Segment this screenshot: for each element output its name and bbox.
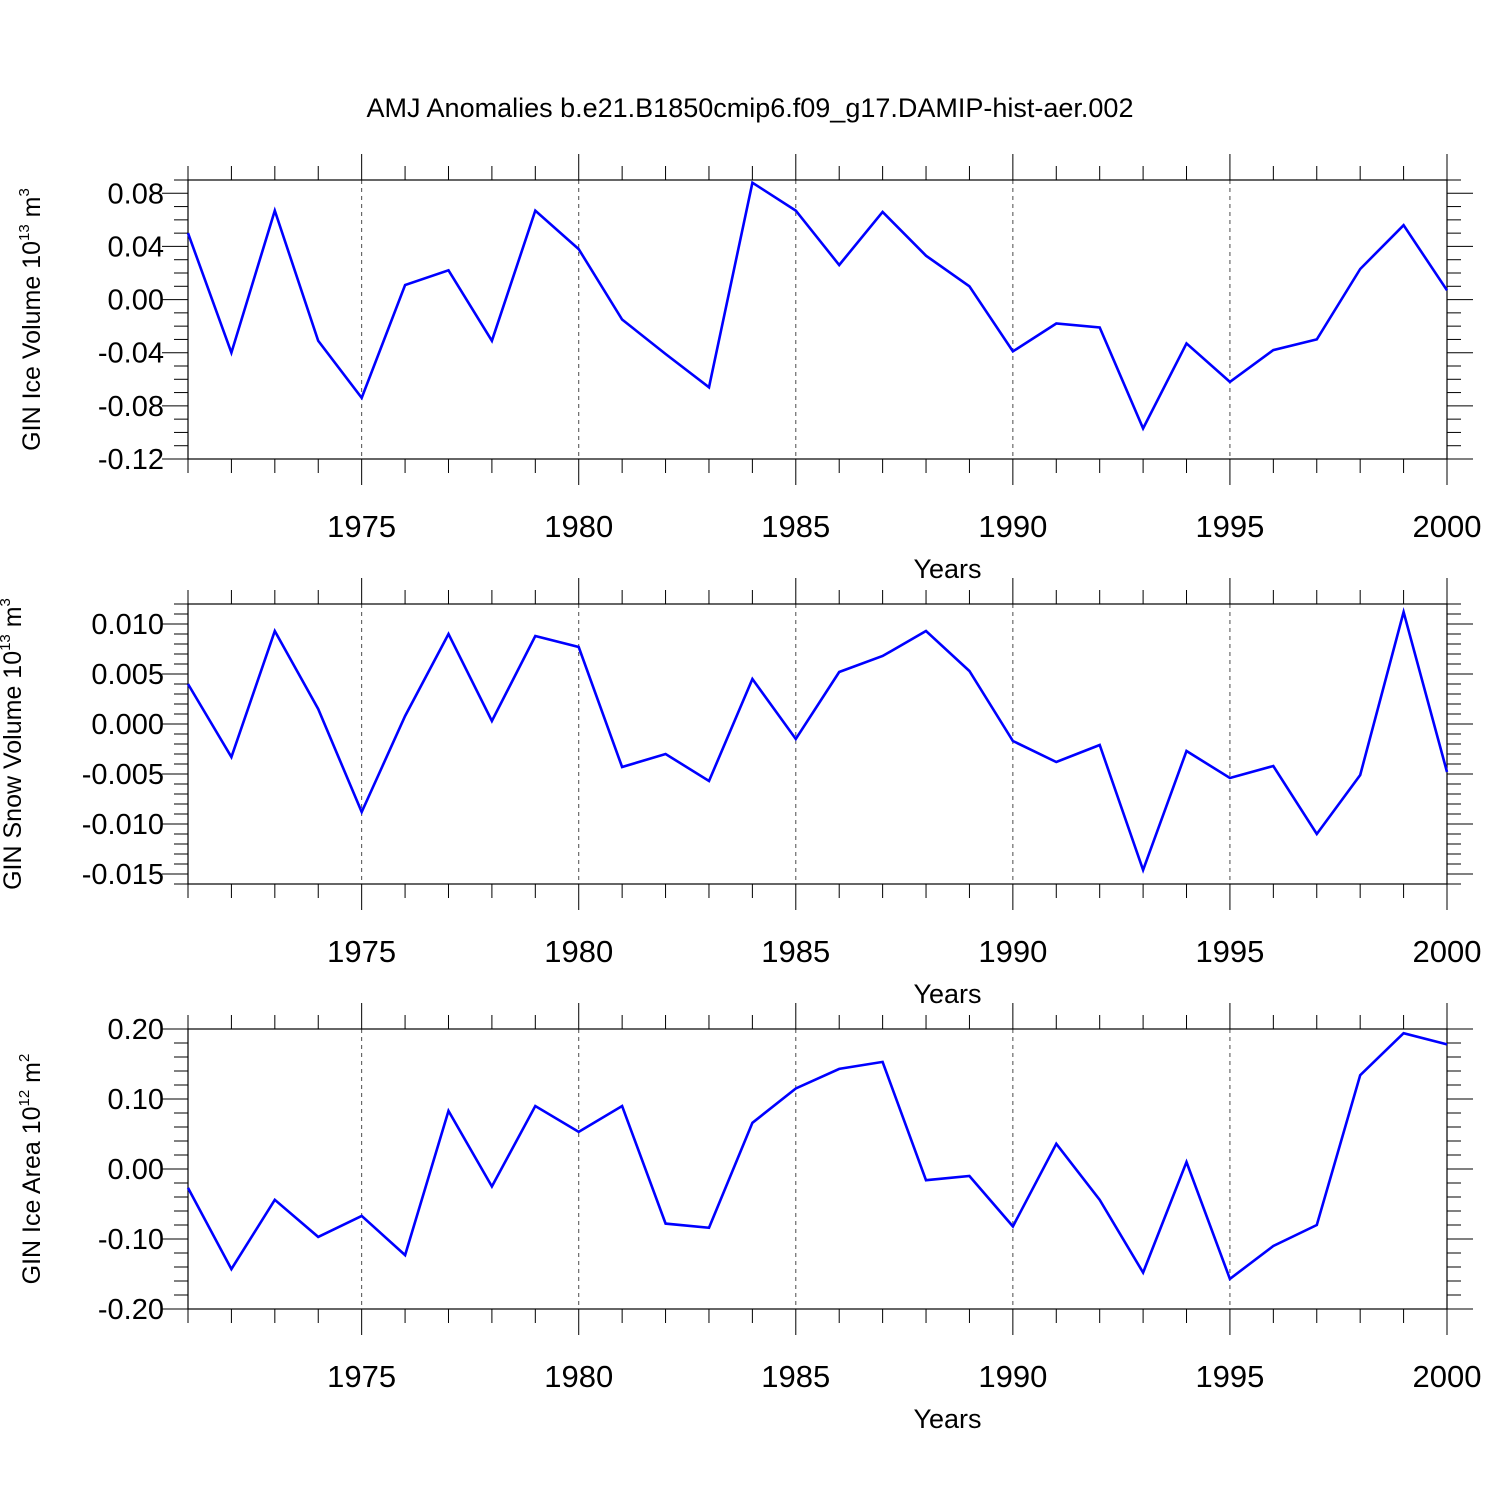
y-tick-label: -0.08 xyxy=(98,391,164,423)
series-line-1 xyxy=(186,606,1449,874)
x-tick-label: 1990 xyxy=(978,509,1047,544)
plot-frame xyxy=(187,1028,1448,1310)
y-axis-title: GIN Snow Volume 1013 m3 xyxy=(0,598,27,890)
x-tick-label: 1990 xyxy=(978,934,1047,969)
y-tick-label: 0.000 xyxy=(91,709,164,741)
panel-3: 1975 1980 1985 1990 1995 2000 -0.20 -0.10 0.00 0.… xyxy=(16,1003,1481,1434)
y-tick-label: 0.005 xyxy=(91,659,164,691)
x-axis-title: Years xyxy=(913,554,981,584)
x-tick-label: 1995 xyxy=(1195,934,1264,969)
x-tick-label: 2000 xyxy=(1413,1359,1482,1394)
plot-frame xyxy=(187,179,1448,460)
y-tick-label: 0.04 xyxy=(108,231,164,263)
x-tick-label: 1980 xyxy=(544,934,613,969)
y-tick-label: -0.12 xyxy=(98,444,164,476)
y-tick-label: 0.00 xyxy=(108,1154,164,1186)
x-axis-title: Years xyxy=(913,979,981,1009)
y-tick-label: 0.20 xyxy=(108,1014,164,1046)
x-tick-label: 1975 xyxy=(327,509,396,544)
x-tick-label: 1980 xyxy=(544,509,613,544)
x-tick-label: 1990 xyxy=(978,1359,1047,1394)
x-tick-label: 1995 xyxy=(1195,509,1264,544)
x-axis-title: Years xyxy=(913,1404,981,1434)
x-tick-label: 2000 xyxy=(1413,509,1482,544)
x-tick-label: 2000 xyxy=(1413,934,1482,969)
series-line-1 xyxy=(186,180,1449,432)
y-axis-title: GIN Ice Volume 1013 m3 xyxy=(16,188,46,451)
panel-1: 1975 1980 1985 1990 1995 2000 -0.12 -0.08 -0.04 0… xyxy=(16,154,1481,584)
figure-title: AMJ Anomalies b.e21.B1850cmip6.f09_g17.D… xyxy=(367,93,1134,123)
y-axis-title: GIN Ice Area 1012 m2 xyxy=(16,1054,46,1285)
x-tick-label: 1995 xyxy=(1195,1359,1264,1394)
y-tick-label: -0.20 xyxy=(98,1294,164,1326)
y-tick-label: -0.005 xyxy=(82,759,164,791)
x-tick-label: 1985 xyxy=(761,509,830,544)
y-tick-label: -0.015 xyxy=(82,859,164,891)
panels: 1975 1980 1985 1990 1995 2000 -0.12 -0.08 -0.04 0… xyxy=(0,154,1481,1434)
y-tick-label: -0.010 xyxy=(82,809,164,841)
y-tick-label: 0.00 xyxy=(108,285,164,317)
panel-2: 1975 1980 1985 1990 1995 2000 -0.015 -0.010 -0.0… xyxy=(0,578,1481,1009)
y-tick-label: 0.010 xyxy=(91,609,164,641)
x-tick-label: 1985 xyxy=(761,1359,830,1394)
x-tick-label: 1980 xyxy=(544,1359,613,1394)
y-tick-label: 0.10 xyxy=(108,1084,164,1116)
y-tick-label: -0.04 xyxy=(98,338,164,370)
x-tick-label: 1975 xyxy=(327,934,396,969)
x-tick-label: 1975 xyxy=(327,1359,396,1394)
series-line-1 xyxy=(186,1031,1448,1281)
y-tick-label: 0.08 xyxy=(108,178,164,210)
y-tick-label: -0.10 xyxy=(98,1224,164,1256)
x-tick-label: 1985 xyxy=(761,934,830,969)
plot-frame xyxy=(187,603,1448,885)
